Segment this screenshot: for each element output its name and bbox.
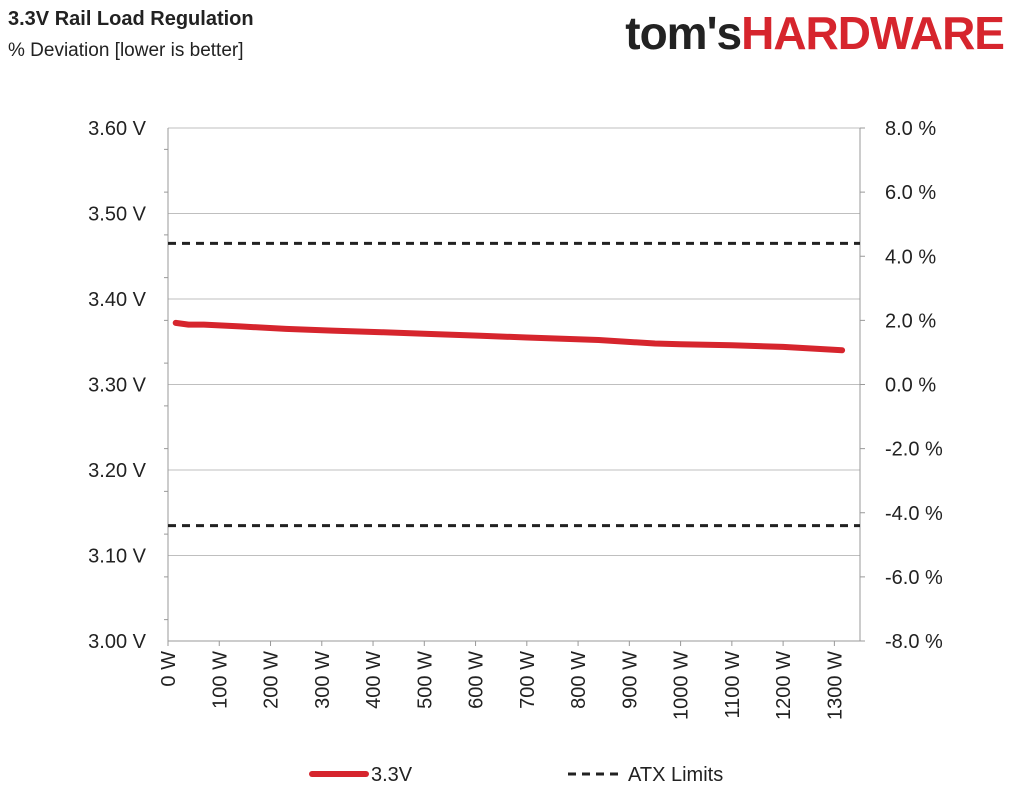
x-tick-label: 600 W (466, 651, 488, 709)
plot-series (168, 241, 860, 528)
y-right-tick-label: -6.0 % (885, 567, 943, 589)
y-right-tick-label: -2.0 % (885, 439, 943, 461)
y-left-tick-label: 3.40 V (88, 289, 146, 311)
x-tick-label: 1300 W (824, 651, 846, 720)
brand-logo: tom'sHARDWARE (625, 6, 1005, 60)
x-tick-label: 700 W (517, 651, 539, 709)
x-tick-label: 1100 W (722, 651, 744, 719)
y-right-tick-label: 6.0 % (885, 182, 936, 204)
y-left-tick-label: 3.00 V (88, 631, 146, 653)
x-tick-label: 1200 W (773, 651, 795, 720)
legend: 3.3V ATX Limits (309, 764, 723, 786)
x-tick-label: 500 W (414, 651, 436, 709)
y-right-tick-label: 2.0 % (885, 310, 936, 332)
series-3v3-line (172, 319, 846, 354)
chart-title: 3.3V Rail Load Regulation (8, 8, 254, 30)
x-tick-label: 200 W (261, 651, 283, 709)
y-left-tick-label: 3.50 V (88, 204, 146, 226)
x-tick-label: 900 W (619, 651, 641, 709)
x-tick-label: 1000 W (671, 651, 693, 720)
x-tick-label: 0 W (158, 651, 180, 687)
y-left-tick-label: 3.20 V (88, 460, 146, 482)
axes: 3.00 V 3.10 V 3.20 V 3.30 V 3.40 V 3.50 V 3.60… (88, 118, 943, 720)
x-tick-label: 400 W (363, 651, 385, 709)
y-left-tick-label: 3.60 V (88, 118, 146, 140)
legend-3v3-label: 3.3V (371, 764, 413, 786)
legend-atx-label: ATX Limits (628, 764, 723, 786)
chart-subtitle: % Deviation [lower is better] (8, 40, 244, 61)
y-right-tick-label: 4.0 % (885, 246, 936, 268)
logo-text-part1: tom's (625, 7, 742, 59)
y-left-tick-label: 3.30 V (88, 375, 146, 397)
y-left-tick-label: 3.10 V (88, 546, 146, 568)
y-right-tick-label: -4.0 % (885, 503, 943, 525)
x-tick-label: 300 W (312, 651, 334, 709)
y-right-tick-label: -8.0 % (885, 631, 943, 653)
x-tick-label: 100 W (209, 651, 231, 709)
x-tick-label: 800 W (568, 651, 590, 709)
grid-lines (168, 127, 860, 642)
y-right-tick-label: 0.0 % (885, 375, 936, 397)
y-right-tick-label: 8.0 % (885, 118, 936, 140)
logo-text-part2: HARDWARE (741, 7, 1005, 59)
